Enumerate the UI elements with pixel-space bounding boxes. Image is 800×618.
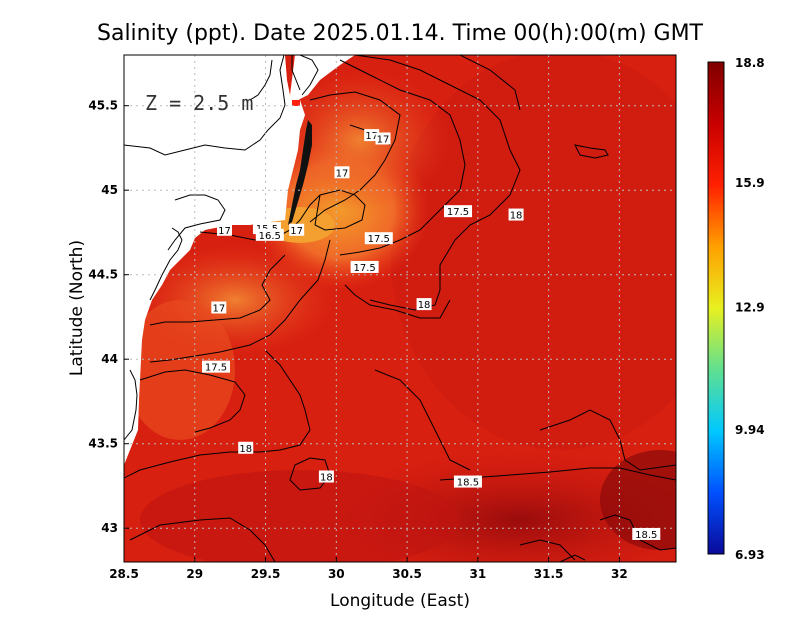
contour-label-bg xyxy=(318,470,334,483)
contour-label-bg xyxy=(508,208,524,221)
contour-label-text: 17 xyxy=(336,168,349,179)
x-tick-label: 31.5 xyxy=(534,567,564,581)
contour-label-bg xyxy=(375,132,391,145)
contour-label-bg xyxy=(632,527,661,540)
plot-frame xyxy=(123,54,677,563)
contour-label: 17 xyxy=(216,223,232,237)
colorbar-ticks: 18.8 15.9 12.9 9.94 6.93 xyxy=(735,56,765,562)
contour-label: 18 xyxy=(416,298,432,311)
y-axis-label: Latitude (North) xyxy=(67,240,87,376)
contour-label-bg xyxy=(444,205,473,218)
contour-label: 17.5 xyxy=(202,360,230,374)
contour-label-text: 18 xyxy=(418,300,431,311)
colorbar-tick-label: 12.9 xyxy=(735,301,765,315)
coastal-cell-red xyxy=(292,100,300,106)
chart-title: Salinity (ppt). Date 2025.01.14. Time 00… xyxy=(97,21,704,46)
contour-label: 18.5 xyxy=(632,527,661,541)
contour-label: 17.5 xyxy=(444,205,473,218)
contour-label-bg xyxy=(216,223,232,236)
colorbar xyxy=(707,61,725,555)
contour-label-text: 18 xyxy=(239,444,252,455)
contour-label: 16.5 xyxy=(255,228,284,242)
y-tick-label: 44 xyxy=(101,352,118,366)
x-tick-label: 30 xyxy=(328,567,345,581)
colorbar-tick-label: 18.8 xyxy=(735,56,765,70)
contour-label-bg xyxy=(334,166,350,179)
land-mass xyxy=(124,55,305,465)
x-tick-label: 29 xyxy=(186,567,203,581)
contour-label-text: 17.5 xyxy=(353,263,375,274)
contour-label: 17.5 xyxy=(350,260,379,274)
y-tick-label: 44.5 xyxy=(88,268,118,282)
contour-label: 17.5 xyxy=(364,232,393,245)
contour-label: 18.5 xyxy=(453,475,482,489)
contour-label: 17 xyxy=(364,129,380,142)
contour-label-text: 17 xyxy=(365,131,378,142)
contour-label-bg xyxy=(364,232,393,245)
contour-label-bg xyxy=(453,475,482,488)
contour-labels: 17171717.5181715.516.51717.517.5181717.5… xyxy=(202,129,661,541)
contour-label-text: 18 xyxy=(510,211,523,222)
y-tick-label: 45.5 xyxy=(88,99,118,113)
contour-label-bg xyxy=(416,298,432,311)
contour-label-bg xyxy=(211,301,227,314)
contour-label-bg xyxy=(202,360,230,373)
x-tick-label: 29.5 xyxy=(251,567,281,581)
plot-area: Z = 2.5 m 17171717.5181715.516.51717.517… xyxy=(124,55,676,562)
contour-label-text: 18.5 xyxy=(635,530,657,541)
contour-label-text: 17.5 xyxy=(368,234,390,245)
depth-label: Z = 2.5 m xyxy=(145,91,253,115)
contour-label-bg xyxy=(255,228,284,241)
land-mass-north xyxy=(290,55,355,100)
contour-label-bg xyxy=(289,223,305,236)
y-tick-label: 43.5 xyxy=(88,437,118,451)
colorbar-tick-label: 15.9 xyxy=(735,176,765,190)
contour-label-text: 18 xyxy=(320,473,333,484)
x-tick-label: 28.5 xyxy=(109,567,139,581)
contour-label: 17 xyxy=(334,166,350,179)
contour-label-text: 17 xyxy=(212,304,225,315)
contour-label-text: 17.5 xyxy=(447,207,469,218)
y-tick-label: 43 xyxy=(101,521,118,535)
contour-label: 17 xyxy=(211,301,227,315)
x-tick-label: 32 xyxy=(611,567,628,581)
contour-label-bg xyxy=(364,129,380,142)
contour-label-bg xyxy=(350,260,379,273)
contour-label: 18 xyxy=(508,208,524,222)
y-axis: 43 43.5 44 44.5 45 45.5 xyxy=(88,99,129,535)
southwest-zone xyxy=(140,470,460,562)
contour-label-text: 17 xyxy=(218,226,231,237)
x-axis: 28.5 29 29.5 30 30.5 31 31.5 32 xyxy=(109,557,628,581)
contour-label: 17 xyxy=(375,132,391,146)
contour-label-text: 16.5 xyxy=(259,231,281,242)
grid xyxy=(124,55,676,562)
colorbar-tick-label: 6.93 xyxy=(735,548,765,562)
danube-delta-coast xyxy=(288,120,312,225)
offshore-zone xyxy=(390,55,676,450)
y-tick-label: 45 xyxy=(101,183,118,197)
colorbar-tick-label: 9.94 xyxy=(735,423,765,437)
x-tick-label: 30.5 xyxy=(392,567,422,581)
contour-label-text: 17 xyxy=(290,226,303,237)
contour-label: 18 xyxy=(318,470,334,484)
contour-label-text: 18.5 xyxy=(457,478,479,489)
x-tick-label: 31 xyxy=(469,567,486,581)
contour-label: 17 xyxy=(289,223,305,237)
contour-label-bg xyxy=(238,441,254,454)
contour-label: 18 xyxy=(238,441,254,455)
coastlines xyxy=(124,55,319,441)
x-axis-label: Longitude (East) xyxy=(330,591,470,611)
contour-label-text: 17 xyxy=(377,135,390,146)
plume-closed-contour xyxy=(314,189,366,231)
contour-label-text: 17.5 xyxy=(205,363,227,374)
coastal-plume-north xyxy=(270,70,450,210)
